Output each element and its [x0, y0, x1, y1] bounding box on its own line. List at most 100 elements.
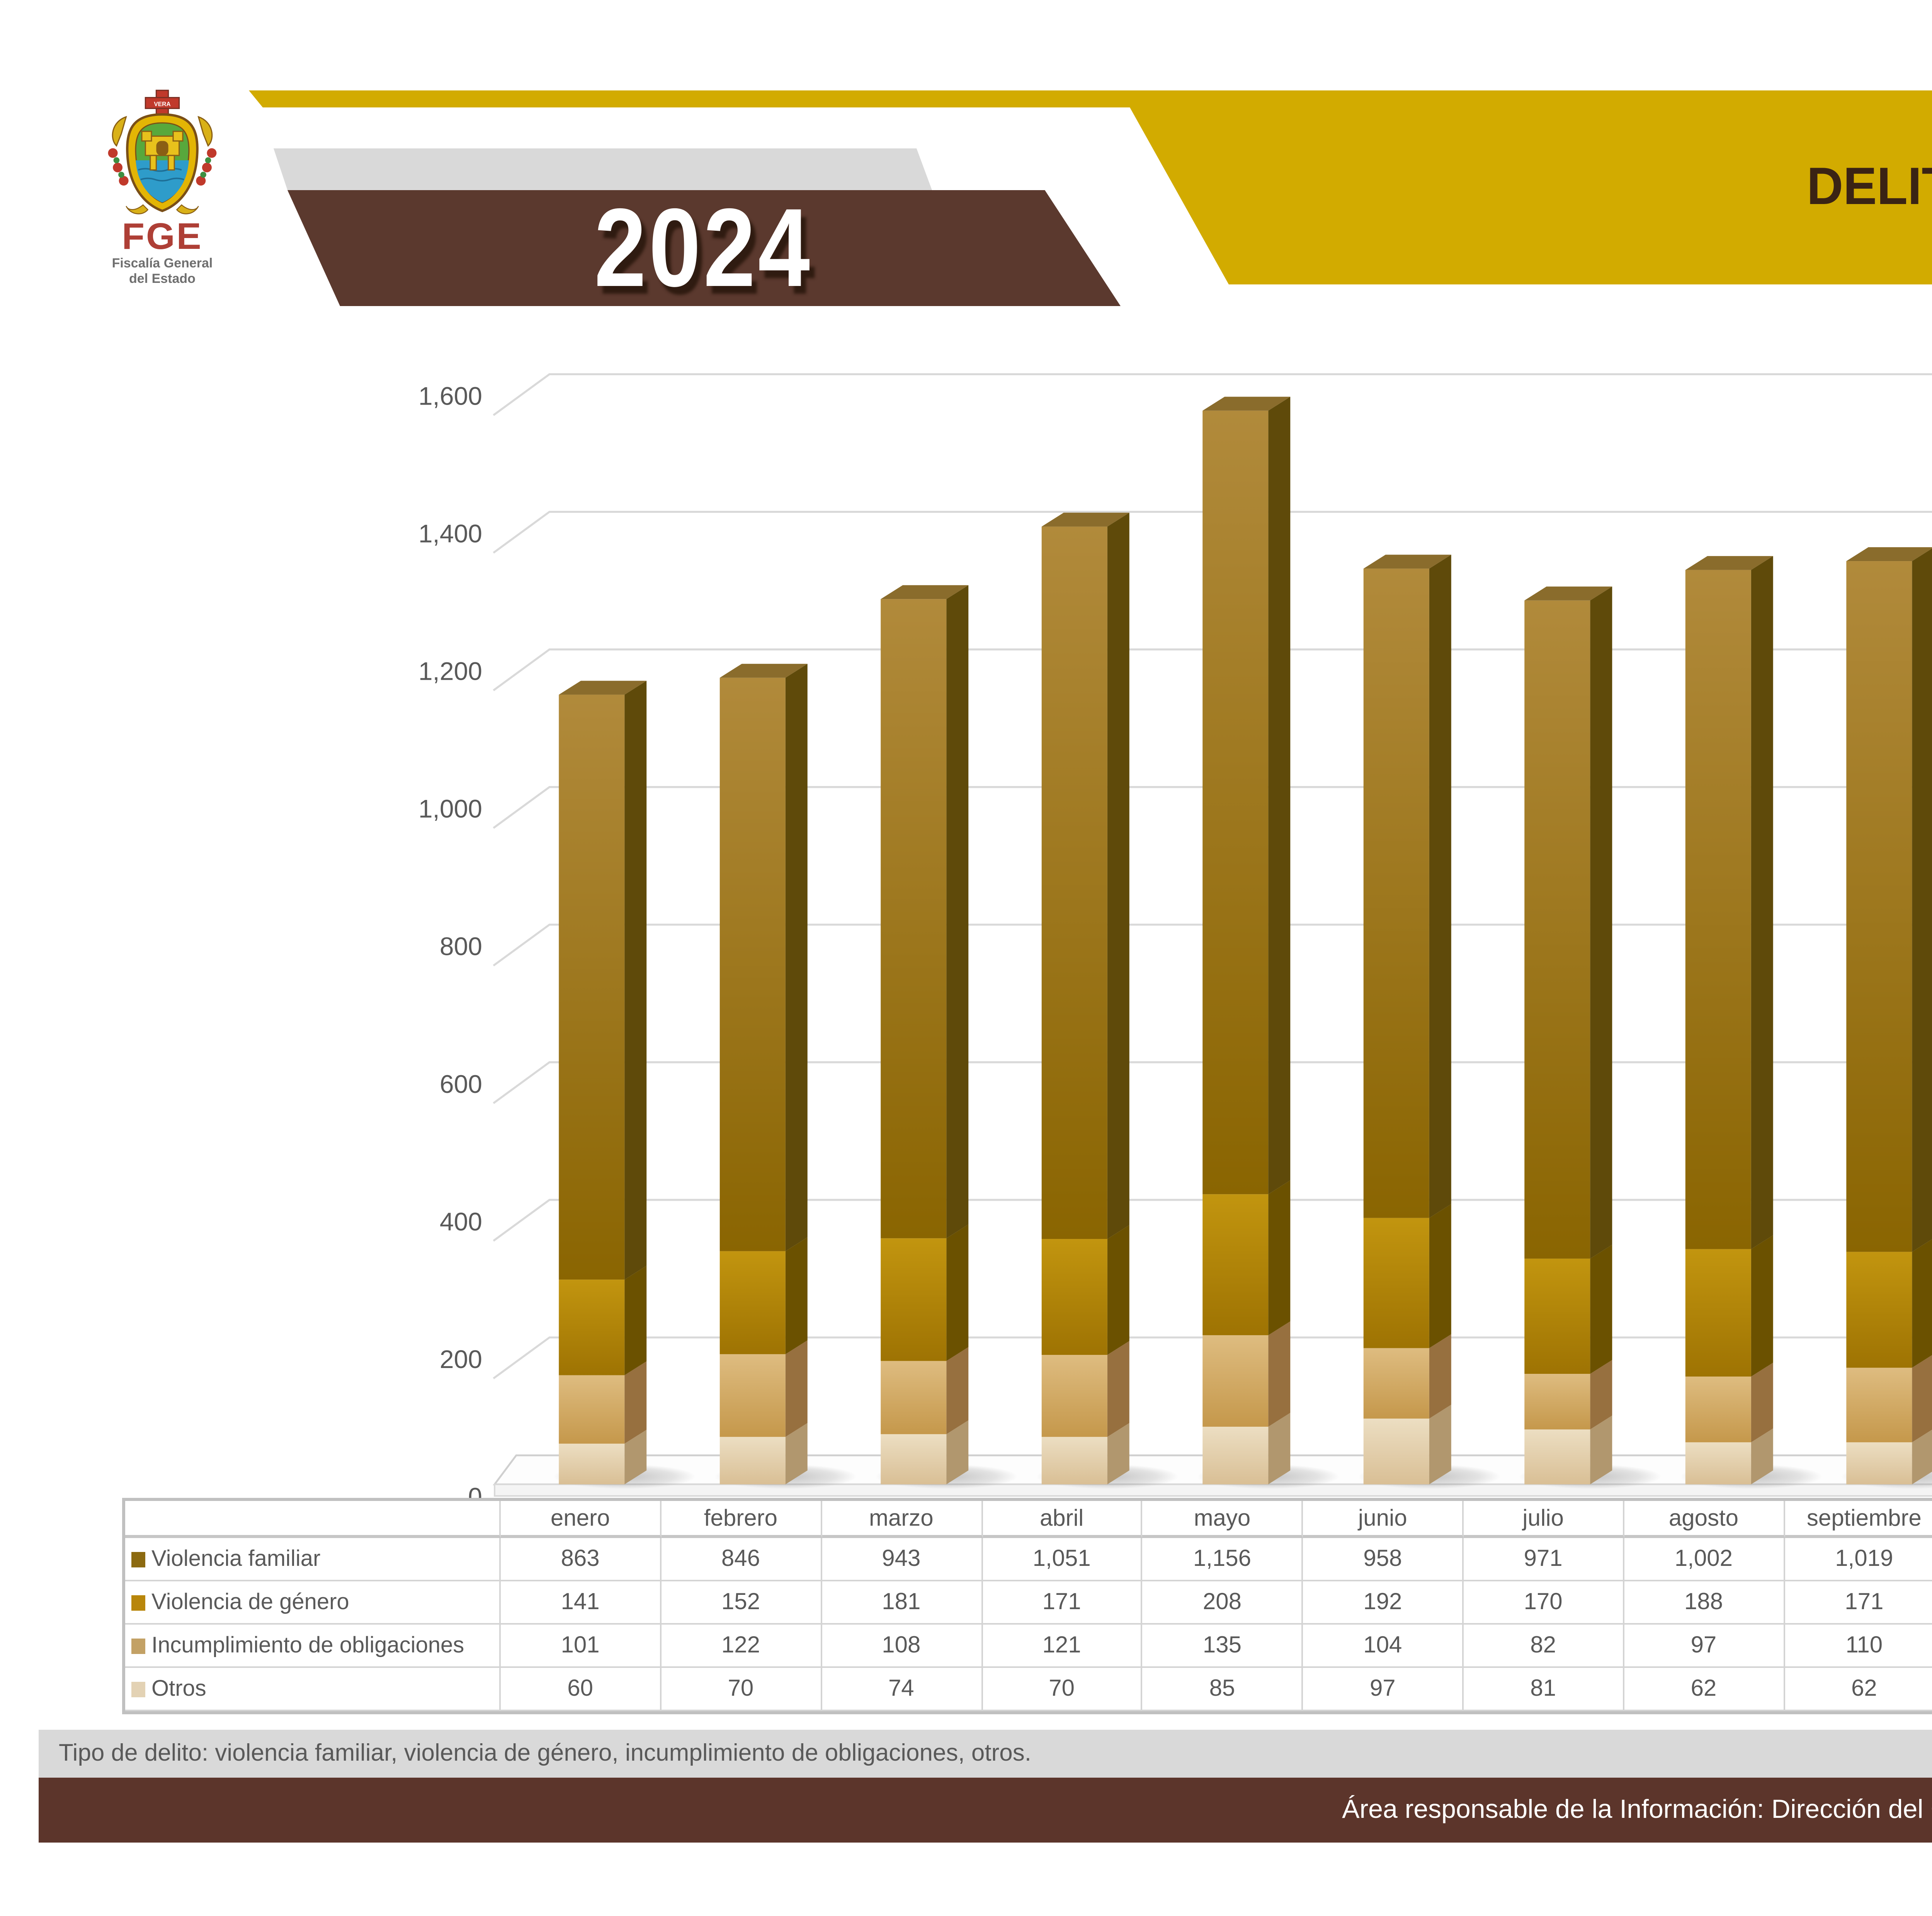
segment-side-Incumplimiento de obligaciones — [785, 1340, 808, 1437]
legend-swatch — [131, 1638, 145, 1653]
bar-mayo — [1202, 396, 1291, 1484]
bar-top-face — [1524, 586, 1612, 601]
value-cell-Incumplimiento de obligaciones-julio: 82 — [1464, 1625, 1624, 1668]
y-tick-label: 800 — [440, 932, 482, 961]
segment-side-Violencia familiar — [1912, 548, 1932, 1252]
maroon-year-band — [287, 190, 1121, 306]
segment-side-Incumplimiento de obligaciones — [1912, 1355, 1932, 1443]
segment-front-Incumplimiento de obligaciones — [1363, 1348, 1429, 1419]
legend-label-Incumplimiento de obligaciones: Incumplimiento de obligaciones — [125, 1625, 501, 1668]
value-cell-Violencia familiar-febrero: 846 — [661, 1538, 822, 1581]
value-cell-Incumplimiento de obligaciones-abril: 121 — [982, 1625, 1143, 1668]
value-cell-Otros-febrero: 70 — [661, 1668, 822, 1711]
segment-side-Violencia familiar — [1751, 556, 1773, 1249]
segment-front-Violencia familiar — [719, 677, 786, 1251]
legend-swatch — [131, 1551, 145, 1567]
bar-top-face — [1846, 547, 1932, 562]
bar-febrero — [719, 664, 808, 1484]
y-tick-label: 1,400 — [418, 519, 482, 548]
logo-fge-text: FGE — [122, 216, 203, 258]
value-cell-Violencia de género-julio: 170 — [1464, 1581, 1624, 1625]
value-cell-Violencia de género-junio: 192 — [1303, 1581, 1464, 1625]
segment-side-Otros — [946, 1420, 969, 1484]
segment-front-Violencia familiar — [1685, 570, 1751, 1249]
y-tick-label: 1,600 — [418, 381, 482, 410]
segment-side-Incumplimiento de obligaciones — [1429, 1334, 1451, 1419]
segment-front-Violencia de género — [1041, 1239, 1107, 1355]
bar-top-face — [1041, 512, 1129, 527]
legend-label-Otros: Otros — [125, 1668, 501, 1711]
segment-front-Otros — [1041, 1437, 1107, 1484]
bar-agosto — [1685, 556, 1773, 1484]
value-cell-Otros-mayo: 85 — [1143, 1668, 1303, 1711]
value-cell-Violencia familiar-abril: 1,051 — [982, 1538, 1143, 1581]
segment-side-Otros — [1268, 1412, 1291, 1484]
segment-side-Otros — [1429, 1404, 1451, 1484]
gridline-800 — [493, 924, 1932, 967]
segment-side-Violencia familiar — [1107, 512, 1129, 1239]
month-header-abril: abril — [982, 1501, 1143, 1538]
segment-side-Violencia de género — [1268, 1180, 1291, 1336]
gold-band — [249, 90, 1932, 284]
gridline-600 — [493, 1061, 1932, 1104]
segment-side-Otros — [1751, 1428, 1773, 1484]
segment-side-Violencia familiar — [1268, 396, 1291, 1195]
gray-band — [274, 148, 932, 190]
segment-side-Violencia familiar — [624, 681, 647, 1280]
segment-side-Violencia de género — [1912, 1239, 1932, 1368]
segment-front-Incumplimiento de obligaciones — [719, 1354, 786, 1437]
segment-front-Otros — [881, 1434, 947, 1484]
segment-side-Otros — [624, 1429, 647, 1484]
footer-credit-band: Área responsable de la Información: Dire… — [39, 1778, 1932, 1843]
gridline-1400 — [493, 510, 1932, 554]
segment-side-Violencia familiar — [1590, 586, 1612, 1259]
segment-front-Otros — [1685, 1442, 1751, 1484]
value-cell-Violencia de género-enero: 141 — [501, 1581, 662, 1625]
segment-front-Incumplimiento de obligaciones — [1846, 1368, 1912, 1443]
veracruz-crest: VERA — [108, 90, 217, 214]
segment-front-Violencia de género — [1363, 1218, 1429, 1348]
segment-side-Violencia de género — [785, 1237, 808, 1354]
gridline-1600 — [493, 373, 1932, 416]
gridline-1200 — [493, 648, 1932, 691]
segment-front-Violencia familiar — [559, 694, 625, 1280]
bar-julio — [1524, 586, 1612, 1484]
logo-org-line1: Fiscalía General — [112, 255, 213, 271]
page-subtitle: Fiscalia General del Estado de Veracruz — [1144, 294, 1932, 328]
segment-front-Violencia de género — [719, 1251, 786, 1354]
value-cell-Incumplimiento de obligaciones-febrero: 122 — [661, 1625, 822, 1668]
segment-front-Incumplimiento de obligaciones — [559, 1375, 625, 1444]
month-header-junio: junio — [1303, 1501, 1464, 1538]
segment-front-Violencia de género — [1202, 1194, 1269, 1336]
segment-side-Incumplimiento de obligaciones — [624, 1361, 647, 1444]
segment-side-Incumplimiento de obligaciones — [1751, 1363, 1773, 1443]
legend-label-Violencia familiar: Violencia familiar — [125, 1538, 501, 1581]
segment-side-Incumplimiento de obligaciones — [1107, 1341, 1129, 1437]
value-cell-Violencia familiar-enero: 863 — [501, 1538, 662, 1581]
data-table: enero febrero marzo abril mayo junio julio agos… — [122, 1498, 1932, 1714]
segment-front-Incumplimiento de obligaciones — [1685, 1377, 1751, 1443]
fge-logo: VERA FGE Fis — [85, 90, 240, 306]
segment-front-Violencia familiar — [1363, 568, 1429, 1218]
header-banner-shapes — [249, 90, 1932, 306]
value-cell-Violencia de género-marzo: 181 — [821, 1581, 982, 1625]
segment-front-Violencia familiar — [1846, 561, 1912, 1252]
year-banner: 2024 — [287, 186, 1121, 310]
month-header-septiembre: septiembre — [1784, 1501, 1932, 1538]
value-cell-Violencia familiar-agosto: 1,002 — [1624, 1538, 1785, 1581]
gridline-200 — [493, 1336, 1932, 1380]
bar-marzo — [881, 585, 969, 1484]
svg-text:VERA: VERA — [154, 101, 170, 107]
segment-front-Violencia de género — [1846, 1252, 1912, 1368]
segment-front-Otros — [1363, 1418, 1429, 1484]
segment-side-Otros — [785, 1423, 808, 1484]
month-header-marzo: marzo — [821, 1501, 982, 1538]
legend-swatch — [131, 1681, 145, 1696]
segment-side-Incumplimiento de obligaciones — [1590, 1360, 1612, 1429]
table-corner-cell — [125, 1501, 501, 1538]
month-header-mayo: mayo — [1143, 1501, 1303, 1538]
footer-note-band: Tipo de delito: violencia familiar, viol… — [39, 1730, 1932, 1778]
segment-front-Violencia de género — [881, 1238, 947, 1361]
bar-top-face — [559, 681, 647, 695]
